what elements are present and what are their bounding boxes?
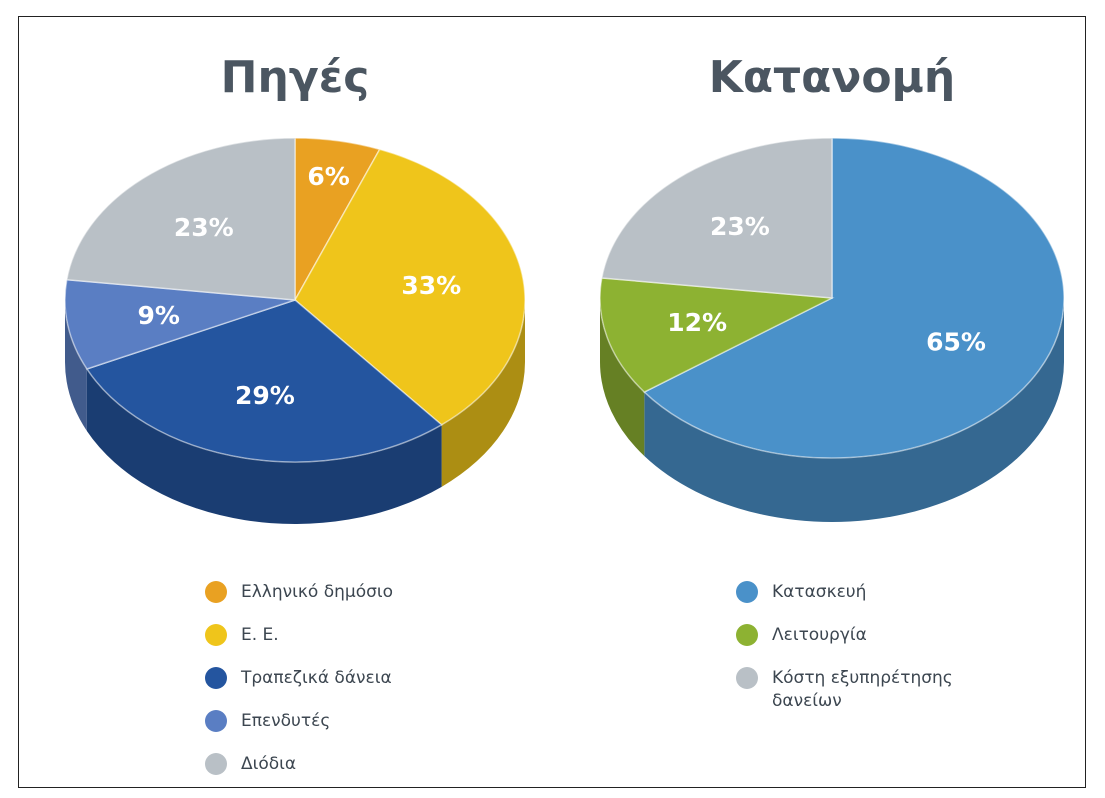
slice-side bbox=[600, 298, 645, 457]
legend-swatch bbox=[205, 710, 227, 732]
slice bbox=[600, 137, 833, 299]
chart-title: Πηγές bbox=[221, 52, 370, 103]
legend-swatch bbox=[736, 624, 758, 646]
pie-sides bbox=[600, 298, 1064, 522]
legend-swatch bbox=[205, 667, 227, 689]
data-label: 65% bbox=[926, 328, 986, 357]
slice bbox=[294, 148, 526, 426]
legend-label: Κόστη εξυπηρέτησης δανείων bbox=[772, 668, 953, 711]
slice bbox=[643, 137, 1065, 459]
data-label: 6% bbox=[307, 162, 349, 191]
legend-item: Ελληνικό δημόσιο bbox=[205, 581, 441, 604]
legend-label: Λειτουργία bbox=[772, 625, 867, 645]
slice bbox=[599, 277, 835, 393]
data-label: 33% bbox=[401, 271, 461, 300]
data-label: 29% bbox=[235, 381, 295, 410]
slice-side bbox=[86, 368, 442, 524]
legend-label: Επενδυτές bbox=[241, 711, 331, 731]
data-label: 23% bbox=[174, 213, 234, 242]
legend-item: Λειτουργία bbox=[736, 624, 972, 647]
slice bbox=[65, 137, 296, 301]
legend-swatch bbox=[205, 624, 227, 646]
legend-item: Επενδυτές bbox=[205, 710, 441, 733]
legend-label: Ελληνικό δημόσιο bbox=[241, 582, 394, 602]
legend-label: Κατασκευή bbox=[772, 582, 867, 602]
data-label: 23% bbox=[710, 212, 770, 241]
legend-label: Διόδια bbox=[241, 754, 297, 774]
legend-item: Κόστη εξυπηρέτησης δανείων bbox=[736, 667, 972, 713]
data-label: 9% bbox=[137, 301, 179, 330]
slice bbox=[64, 278, 296, 370]
slice-side bbox=[644, 298, 1064, 522]
frame bbox=[18, 16, 1086, 788]
legend-item: Διόδια bbox=[205, 753, 441, 776]
legend-swatch bbox=[205, 581, 227, 603]
slice bbox=[85, 299, 443, 463]
chart-title: Κατανομή bbox=[709, 52, 956, 103]
legend-item: Κατασκευή bbox=[736, 581, 972, 604]
data-label: 12% bbox=[667, 308, 727, 337]
legend-item: Τραπεζικά δάνεια bbox=[205, 667, 441, 690]
legend-swatch bbox=[736, 667, 758, 689]
legend-swatch bbox=[205, 753, 227, 775]
legend-swatch bbox=[736, 581, 758, 603]
legend-label: Τραπεζικά δάνεια bbox=[241, 668, 392, 688]
legend-label: Ε. Ε. bbox=[241, 625, 279, 645]
slice-side bbox=[65, 300, 87, 431]
legend-item: Ε. Ε. bbox=[205, 624, 441, 647]
